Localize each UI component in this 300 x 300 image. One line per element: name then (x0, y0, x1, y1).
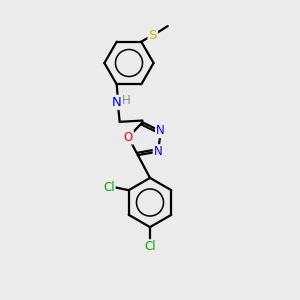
Text: N: N (154, 145, 162, 158)
Text: Cl: Cl (103, 181, 115, 194)
Text: Cl: Cl (144, 240, 156, 253)
Text: S: S (148, 28, 157, 42)
Text: O: O (124, 130, 133, 144)
Text: H: H (122, 94, 131, 107)
Text: N: N (156, 124, 165, 137)
Text: N: N (112, 96, 122, 109)
